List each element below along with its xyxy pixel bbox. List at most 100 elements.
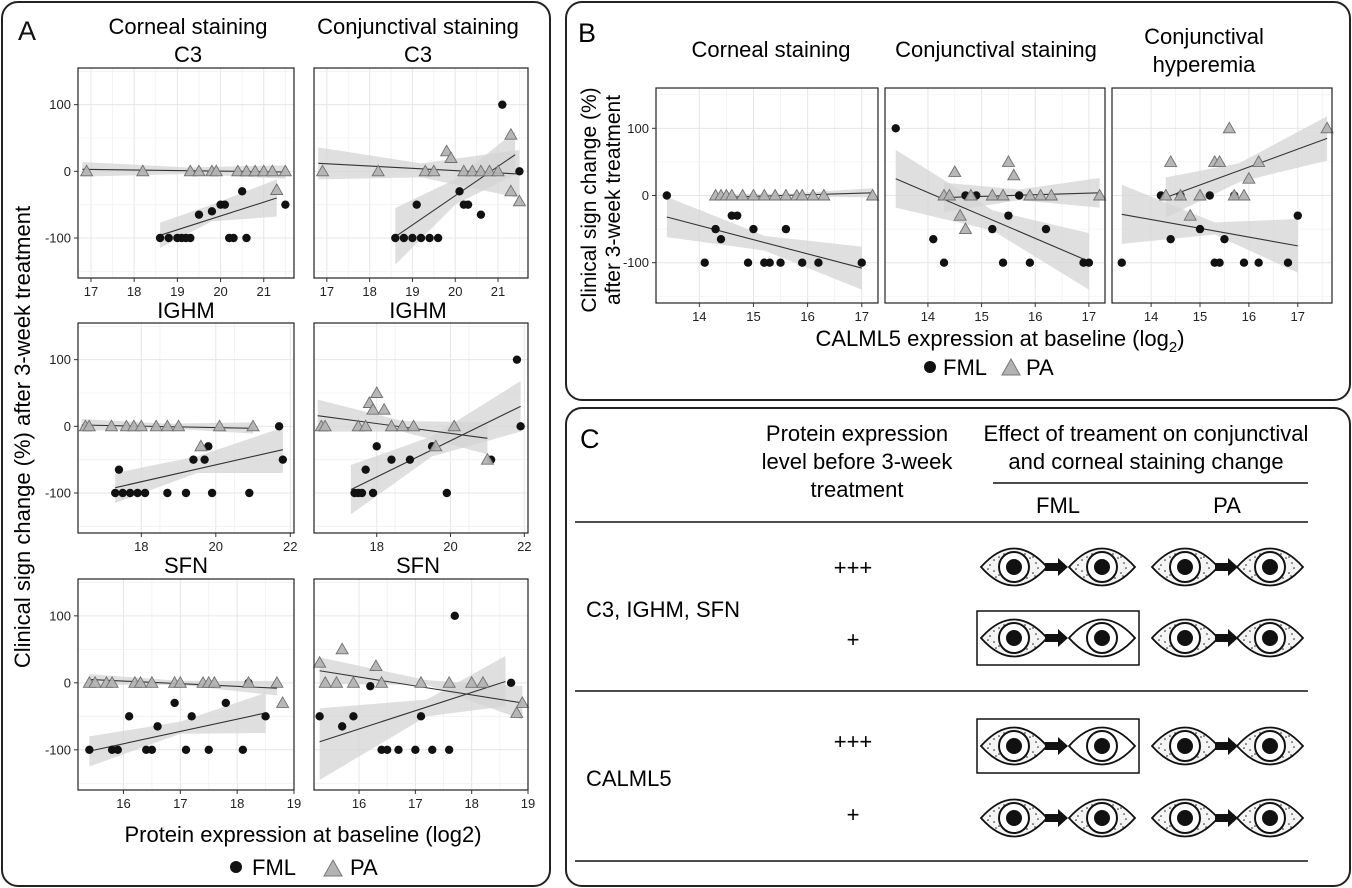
plot-9: 14 15 16 17 [1111,87,1334,324]
eye-pa-before-icon [1150,547,1220,587]
eye-dot [1203,627,1205,629]
point-fml [140,488,150,498]
panel-b-letter: B [578,18,596,48]
x-tick-label: 18 [230,796,244,811]
x-tick-label: 17 [84,284,98,299]
x-tick-label: 20 [213,284,227,299]
eye-dot [1125,818,1127,820]
eye-dot [1203,643,1205,645]
point-pa [942,188,957,201]
a-y-axis-label: Clinical sign change (%) after 3-week tr… [10,206,35,668]
eye-dot [1029,628,1031,630]
eye-dot [1164,570,1166,572]
point-fml [797,258,807,267]
b-col3-title-1: Conjunctival [1144,24,1264,49]
eye-dot [1026,828,1028,830]
plot-frame [1111,87,1333,304]
y-tick-label: -100 [45,742,71,757]
highlight-box [976,718,1140,774]
eye-dot [989,635,991,637]
point-pa [474,164,488,177]
ci-band-fml [666,196,862,290]
plot-4: 18 20 22 [313,322,532,554]
x-tick-label: 21 [491,284,505,299]
point-pa [476,675,490,688]
point-fml [207,207,217,216]
eye-dot [1195,804,1197,806]
eye-dot [1195,624,1197,626]
eye-dot [1035,633,1037,635]
c-eye-diagrams [976,547,1305,838]
eye-dot [1034,575,1036,577]
point-fml [891,124,900,133]
eye-dot [1125,567,1127,569]
point-pa [768,188,782,201]
eye-dot [1293,818,1295,820]
eye-dot [1086,574,1088,576]
eye-dot [1169,807,1171,809]
eye-dot [1288,627,1290,629]
eye-dot [1026,648,1028,650]
eye-pupil [1006,630,1022,646]
point-fml [998,258,1008,267]
point-pa [806,188,820,201]
x-tick-label: 15 [1193,309,1207,324]
eye-pupil [1177,559,1193,575]
eye-dot [987,568,989,570]
x-tick-label: 19 [170,284,184,299]
eye-dot [1035,813,1037,815]
y-tick-label: 0 [642,188,649,203]
point-fml [204,745,213,755]
eye-dot [1077,564,1079,566]
point-pa [947,165,962,177]
point-pa [795,188,809,201]
eye-fml-after-icon [1067,726,1137,766]
point-fml [155,233,165,243]
b-x-axis-label-main: CALML5 expression at baseline (log [815,326,1168,351]
point-pa [958,222,973,235]
point-pa [194,439,208,452]
eye-dot [1032,823,1034,825]
a-row3-title-left: SFN [164,553,208,578]
eye-dot [1114,828,1116,830]
point-pa [964,188,978,201]
point-fml [113,745,122,755]
eye-dot [1285,628,1287,630]
point-fml [1220,234,1229,244]
eye-pa-after-icon [1235,798,1305,838]
point-fml [242,233,251,243]
eye-dot [1293,567,1295,569]
point-pa [427,164,441,177]
eye-dot [1288,643,1290,645]
point-fml [408,233,417,243]
arrow-icon [1215,737,1238,755]
point-pa [1237,188,1251,201]
point-fml [455,187,464,196]
b-y-axis-label-1: Clinical sign change (%) [578,87,601,312]
point-pa [312,655,327,668]
eye-dot [993,559,995,561]
eye-dot [1120,807,1122,809]
c-sub-pa: PA [1213,493,1241,518]
eye-dot [1197,756,1199,758]
x-tick-label: 18 [362,284,376,299]
point-fml [391,233,400,243]
point-pa [329,675,344,688]
eye-fml-before-icon [979,726,1049,766]
point-pa [105,675,119,688]
eye-dot [1205,575,1207,577]
point-pa [735,188,750,201]
point-pa [1159,188,1173,201]
point-pa [1222,121,1237,134]
c-group2-level-low: + [847,802,860,827]
eye-dot [1032,751,1034,753]
a-legend-pa-label: PA [350,855,378,880]
eye-dot [1164,749,1166,751]
y-tick-label: 100 [49,608,71,623]
eye-dot [989,743,991,745]
point-fml [1166,234,1175,244]
a-col2-title-2: C3 [404,42,432,67]
eye-dot [1164,641,1166,643]
eye-dot [993,821,995,823]
point-pa [315,164,330,177]
